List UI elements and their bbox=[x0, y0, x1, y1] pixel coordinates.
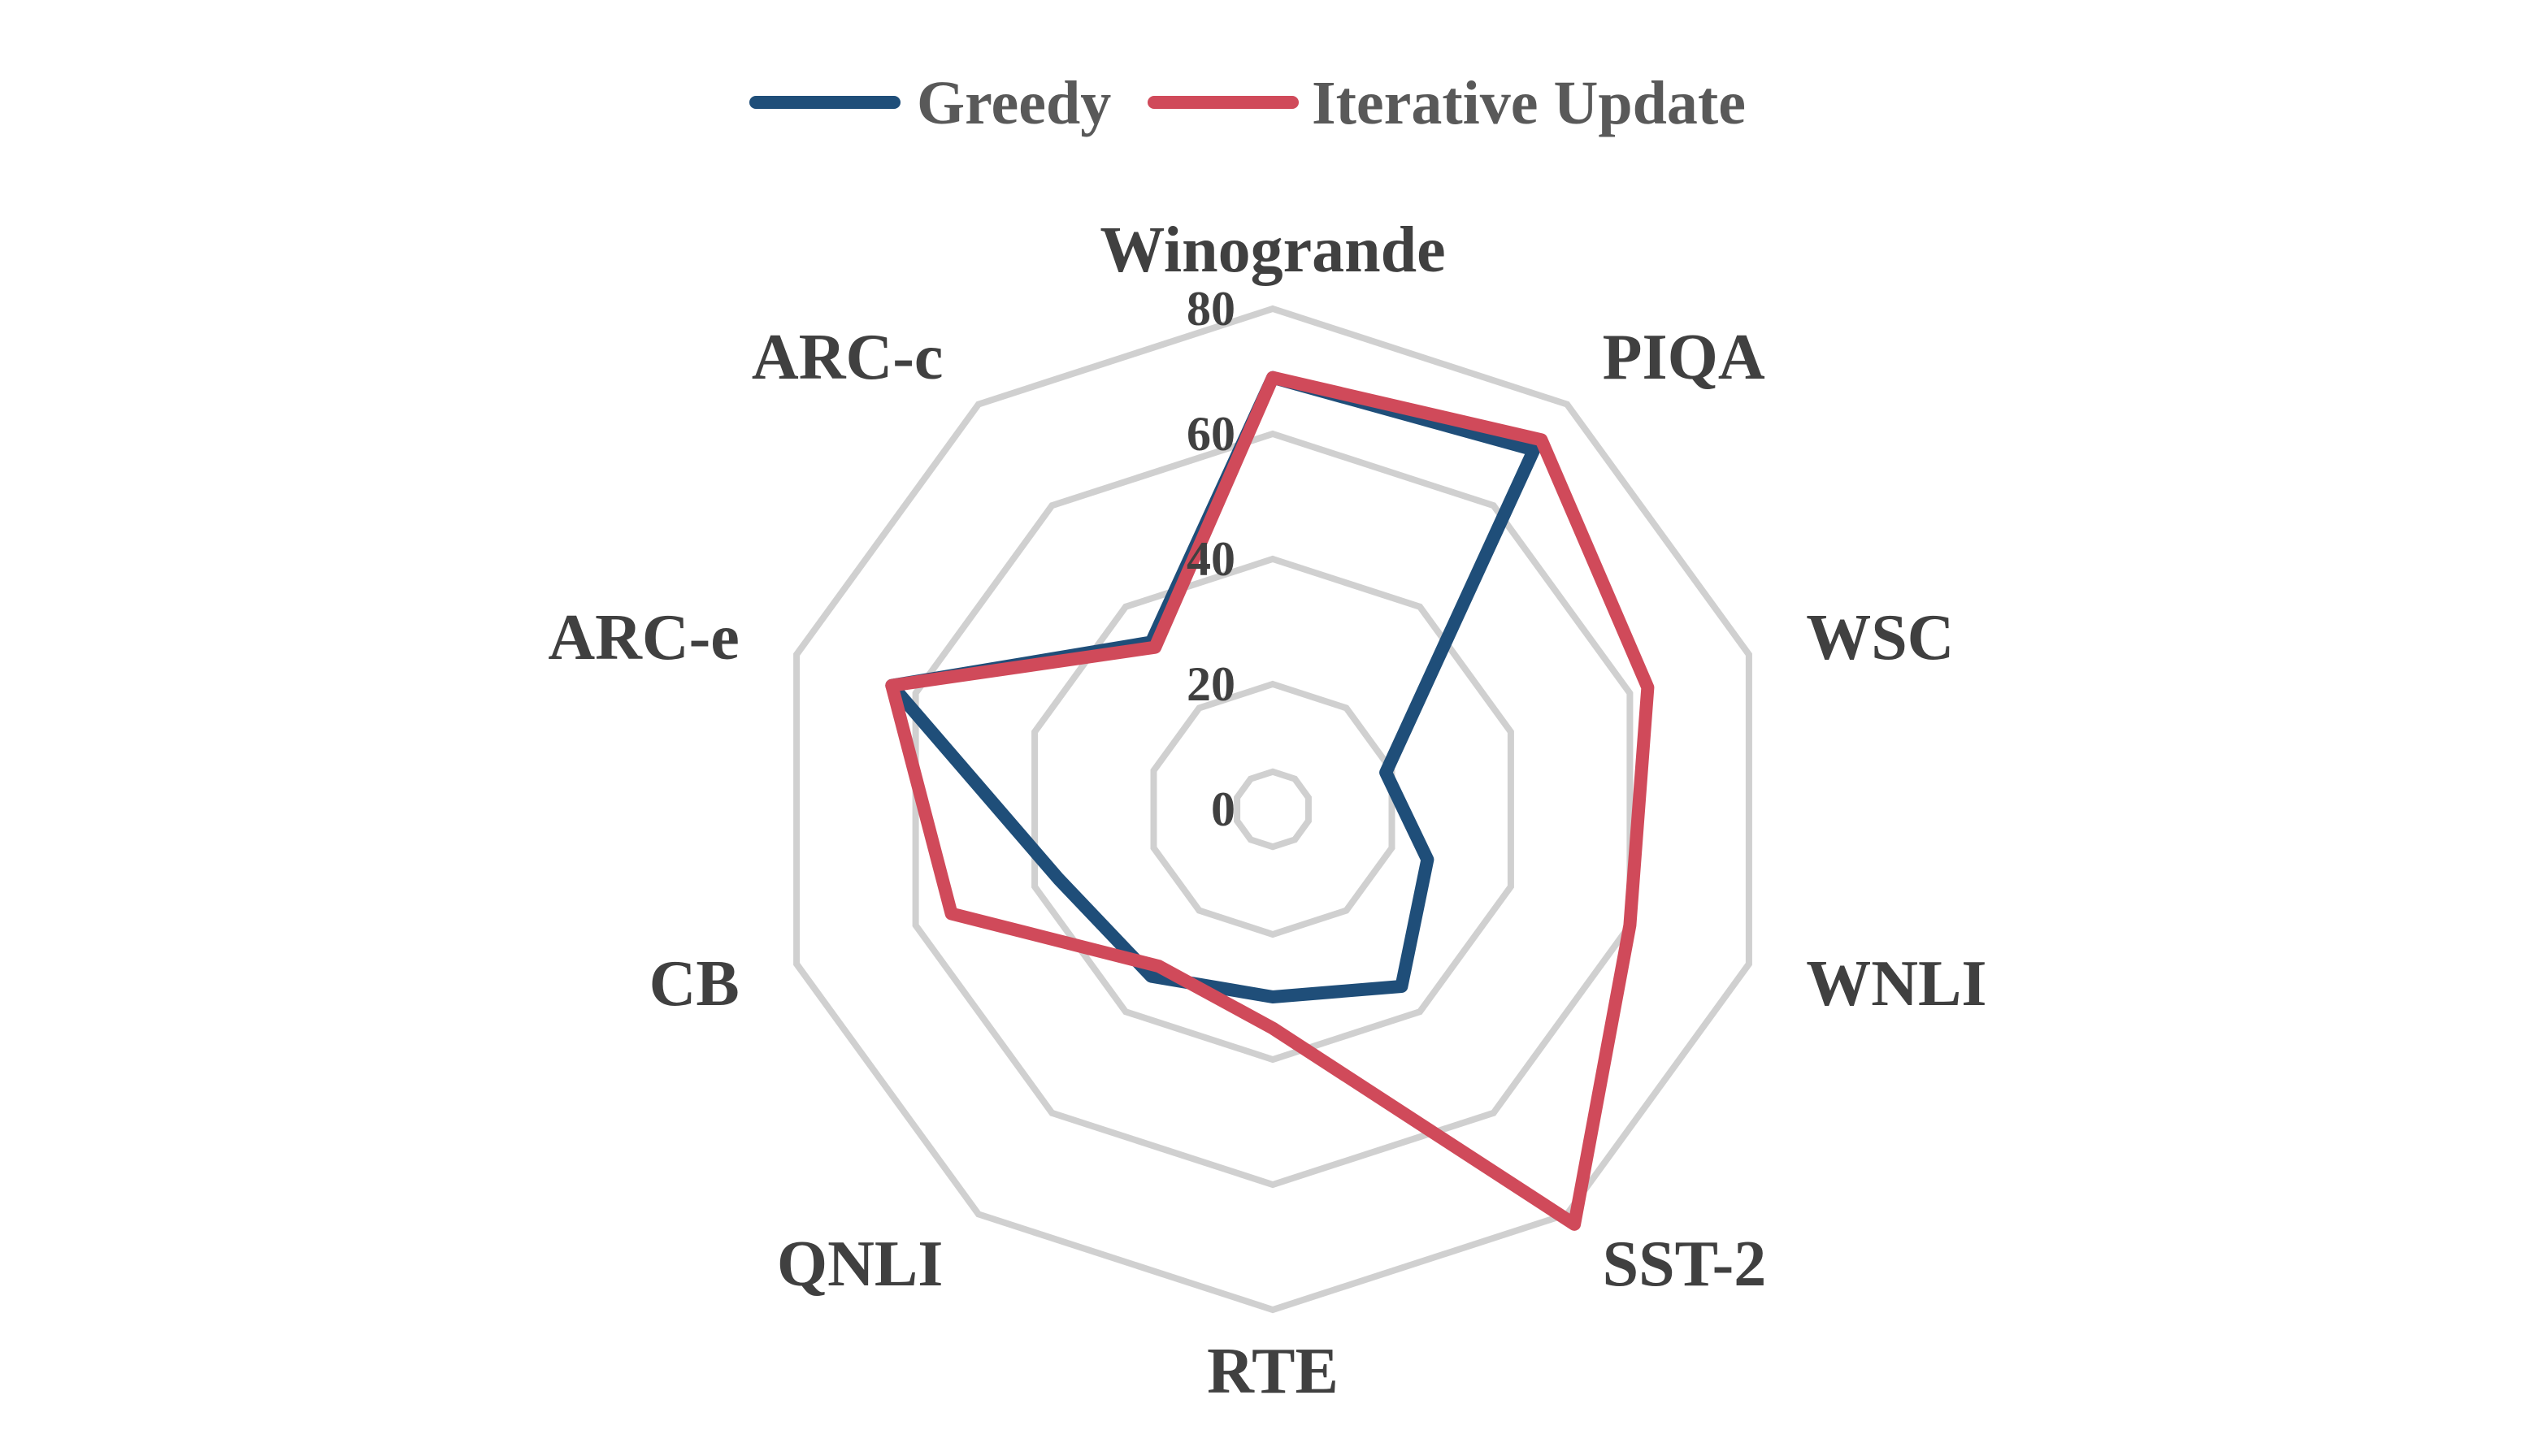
grid-ring-inner bbox=[1234, 768, 1312, 851]
tick-label-80: 80 bbox=[1187, 282, 1235, 336]
tick-label-0: 0 bbox=[1211, 782, 1235, 836]
grid-ring-80 bbox=[793, 305, 1752, 1314]
category-label-rte: RTE bbox=[1207, 1336, 1339, 1407]
category-label-qnli: QNLI bbox=[777, 1228, 944, 1300]
tick-label-60: 60 bbox=[1187, 407, 1235, 461]
category-labels: Winogrande PIQA WSC WNLI SST-2 RTE QNLI CB ARC-e… bbox=[548, 214, 1986, 1407]
grid-ring-60 bbox=[912, 430, 1634, 1189]
tick-labels: 0 20 40 60 80 bbox=[1187, 282, 1235, 836]
category-label-arc-c: ARC-c bbox=[752, 322, 943, 393]
category-label-cb: CB bbox=[649, 948, 740, 1020]
series-line-iterative-update bbox=[885, 370, 1655, 1231]
legend-label-iterative-update: Iterative Update bbox=[1312, 69, 1746, 137]
tick-label-20: 20 bbox=[1187, 657, 1235, 711]
legend-label-greedy: Greedy bbox=[917, 69, 1111, 137]
grid-ring-20 bbox=[1150, 680, 1395, 938]
category-label-wnli: WNLI bbox=[1806, 948, 1986, 1020]
tick-label-40: 40 bbox=[1187, 532, 1235, 586]
radar-grid bbox=[793, 305, 1752, 1314]
legend: Greedy Iterative Update bbox=[749, 69, 1746, 137]
category-label-arc-e: ARC-e bbox=[548, 602, 739, 674]
category-label-winogrande: Winogrande bbox=[1100, 214, 1445, 286]
series-layer bbox=[885, 370, 1655, 1231]
category-label-sst-2: SST-2 bbox=[1603, 1228, 1767, 1300]
category-label-wsc: WSC bbox=[1806, 602, 1954, 674]
grid-ring-40 bbox=[1031, 555, 1514, 1064]
category-label-piqa: PIQA bbox=[1603, 322, 1765, 393]
